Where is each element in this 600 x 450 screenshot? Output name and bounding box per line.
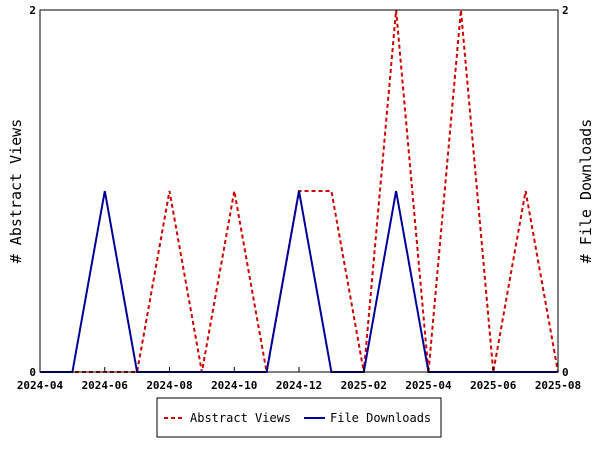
y2-tick-label: 2 [562, 4, 569, 17]
x-tick-label: 2024-06 [82, 379, 129, 392]
x-tick-label: 2024-08 [146, 379, 192, 392]
y2-axis-title: # File Downloads [577, 119, 595, 264]
x-tick-label: 2025-06 [470, 379, 517, 392]
legend-label-file-downloads: File Downloads [330, 411, 431, 425]
x-tick-label: 2025-08 [535, 379, 581, 392]
legend: Abstract Views File Downloads [156, 397, 442, 438]
x-tick-label: 2024-10 [211, 379, 257, 392]
x-tick-label: 2024-12 [276, 379, 322, 392]
series-layer [40, 9, 559, 373]
y2-tick-label: 0 [562, 366, 569, 379]
tick-layer: 2024-04 2024-06 2024-08 2024-10 2024-12 2025-… [17, 4, 581, 392]
x-tick-label: 2025-02 [341, 379, 387, 392]
legend-label-abstract-views: Abstract Views [190, 411, 291, 425]
legend-box [156, 397, 442, 438]
x-tick-label: 2025-04 [405, 379, 452, 392]
y-tick-label: 2 [29, 4, 36, 17]
series-line-file-downloads [40, 190, 558, 373]
y-axis-title: # Abstract Views [7, 119, 25, 264]
x-tick-label: 2024-04 [17, 379, 64, 392]
y-tick-label: 0 [29, 366, 36, 379]
